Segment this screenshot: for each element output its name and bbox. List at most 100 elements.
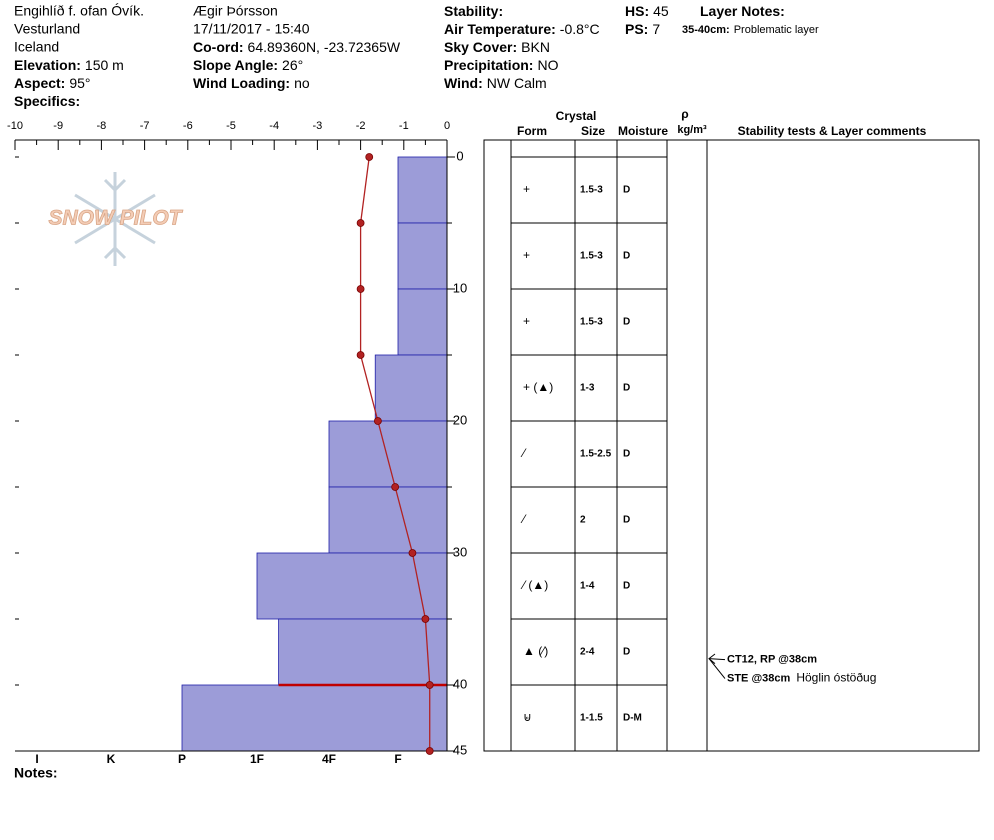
hardness-tick-label: 4F (322, 752, 336, 766)
field-value: 64.89360N, -23.72365W (248, 39, 401, 55)
header-field: Wind Loading: no (193, 75, 310, 91)
hardness-bar (278, 618, 448, 686)
field-label: Precipitation: (444, 57, 533, 73)
y-tick-label: 0 (456, 148, 463, 163)
temperature-line (359, 156, 431, 751)
header-field: HS: 45 (625, 3, 669, 19)
y-tick-label: 30 (453, 544, 467, 559)
header-field: Slope Angle: 26° (193, 57, 303, 73)
field-label: Sky Cover: (444, 39, 517, 55)
x-tick-label: -6 (183, 120, 193, 132)
x-tick-label: -3 (313, 120, 323, 132)
moisture: D (623, 449, 630, 460)
hardness-tick-label: 1F (250, 752, 264, 766)
field-value: 95° (69, 75, 90, 91)
x-tick-label: -9 (53, 120, 63, 132)
moisture: D (623, 185, 630, 196)
temperature-point (425, 681, 434, 689)
logo-watermark (74, 172, 156, 266)
temperature-point (356, 351, 365, 359)
moisture: D (623, 515, 630, 526)
moisture: D (623, 317, 630, 328)
comment: STE @38cm Höglin óstöðug (727, 671, 876, 685)
size: 1-1.5 (580, 713, 603, 724)
field-value: NO (537, 57, 558, 73)
size: 1-3 (580, 383, 595, 394)
header-field: Sky Cover: BKN (444, 39, 550, 55)
column-header: Moisture (618, 124, 668, 138)
header-field: Stability: (444, 3, 503, 19)
field-label: Air Temperature: (444, 21, 556, 37)
size: 1.5-3 (580, 317, 603, 328)
form: ⊌ (523, 710, 532, 724)
size: 2-4 (580, 647, 595, 658)
field-label: Elevation: (14, 57, 81, 73)
field-value: no (294, 75, 310, 91)
moisture: D (623, 383, 630, 394)
temperature-point (373, 417, 382, 425)
field-value: Problematic layer (734, 24, 819, 36)
hardness-tick-label: I (35, 752, 38, 766)
field-label: Stability: (444, 3, 503, 19)
column-header: ρ (681, 107, 688, 121)
form: ⁄ (▲) (520, 578, 548, 592)
header-field: Layer Notes: (700, 3, 785, 19)
temperature-point (425, 747, 434, 755)
group-header: Crystal (556, 109, 597, 123)
comment: CT12, RP @38cm (727, 654, 817, 666)
size: 1.5-2.5 (580, 449, 612, 460)
field-label: PS: (625, 21, 648, 37)
header-text: Ægir Þórsson (193, 3, 278, 19)
form: ▲ (⁄) (523, 644, 548, 658)
field-label: Specifics: (14, 93, 80, 109)
hardness-tick-label: P (178, 752, 186, 766)
hardness-bar (256, 552, 448, 620)
header-field: Aspect: 95° (14, 75, 91, 91)
header-field: Air Temperature: -0.8°C (444, 21, 600, 37)
header-field: Wind: NW Calm (444, 75, 547, 91)
field-label: Slope Angle: (193, 57, 278, 73)
y-tick-label: 20 (453, 412, 467, 427)
hardness-tick-label: F (394, 752, 401, 766)
y-tick-label: 10 (453, 280, 467, 295)
hardness-bar (397, 156, 448, 224)
header-field: Co-ord: 64.89360N, -23.72365W (193, 39, 401, 55)
temperature-point (356, 219, 365, 227)
column-header: Form (517, 124, 547, 138)
stability-test: CT12, RP @38cm (727, 654, 817, 666)
temperature-point (421, 615, 430, 623)
field-label: Layer Notes: (700, 3, 785, 19)
header-text: 17/11/2017 - 15:40 (193, 21, 310, 37)
field-label: Wind Loading: (193, 75, 290, 91)
size: 1.5-3 (580, 251, 603, 262)
comment-arrow (708, 658, 726, 661)
header-field: Specifics: (14, 93, 80, 109)
form: + (523, 182, 530, 196)
field-label: Wind: (444, 75, 483, 91)
header-field: Elevation: 150 m (14, 57, 124, 73)
y-tick-label: 40 (453, 676, 467, 691)
hardness-bar (328, 420, 448, 488)
size: 2 (580, 515, 586, 526)
field-label: 35-40cm: (682, 24, 730, 36)
x-tick-label: 0 (444, 120, 450, 132)
form: + (523, 248, 530, 262)
moisture: D (623, 251, 630, 262)
comment-note: Höglin óstöðug (796, 671, 876, 685)
x-tick-label: -10 (7, 120, 23, 132)
form: + (523, 314, 530, 328)
column-header: kg/m³ (677, 124, 707, 136)
hardness-bar (374, 354, 448, 422)
notes-label: Notes: (14, 765, 58, 781)
moisture: D (623, 647, 630, 658)
form: ⁄ (520, 446, 527, 460)
header-field: 35-40cm: Problematic layer (682, 24, 819, 36)
field-label: Aspect: (14, 75, 65, 91)
hardness-bar (328, 486, 448, 554)
comment-arrow (708, 658, 726, 679)
column-header: Stability tests & Layer comments (738, 124, 927, 138)
y-tick-label: 45 (453, 742, 467, 757)
field-value: -0.8°C (560, 21, 600, 37)
